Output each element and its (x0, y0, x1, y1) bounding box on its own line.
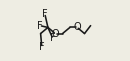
Text: O: O (73, 22, 81, 32)
Text: F: F (50, 33, 56, 43)
Text: F: F (37, 21, 43, 31)
Text: O: O (51, 29, 59, 39)
Text: F: F (39, 42, 45, 52)
Text: F: F (42, 9, 48, 19)
